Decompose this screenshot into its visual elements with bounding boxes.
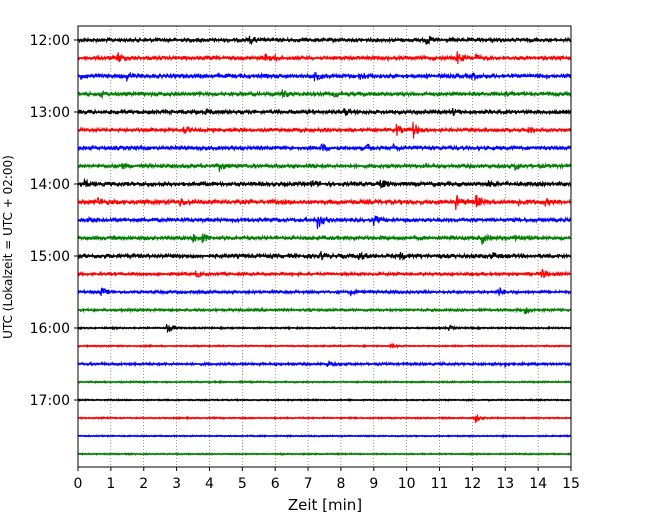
x-tick-label: 6 <box>271 476 280 492</box>
trace <box>77 433 572 439</box>
trace <box>77 89 572 100</box>
x-tick-label: 12 <box>463 476 481 492</box>
plot-frame <box>77 25 572 468</box>
trace <box>77 107 572 117</box>
y-tick-label: 15:00 <box>30 249 70 265</box>
trace <box>77 121 572 139</box>
trace <box>77 162 572 172</box>
trace <box>77 306 572 315</box>
trace <box>77 51 572 65</box>
y-axis: 12:00 13:00 14:00 15:00 16:00 17:00 <box>30 33 78 409</box>
y-axis-label: UTC (Lokalzeit = UTC + 02:00) <box>1 155 15 339</box>
trace-line <box>77 142 572 153</box>
trace <box>77 251 572 262</box>
x-axis-label: Zeit [min] <box>288 496 362 514</box>
x-tick-label: 5 <box>238 476 247 492</box>
trace <box>77 343 572 350</box>
trace <box>77 233 572 245</box>
trace <box>77 379 572 385</box>
x-tick-label: 10 <box>398 476 416 492</box>
x-tick-label: 13 <box>496 476 514 492</box>
y-tick-label: 17:00 <box>30 393 70 409</box>
trace <box>77 178 572 190</box>
trace <box>77 451 572 457</box>
x-axis: 0 1 2 3 4 5 6 7 8 9 10 11 12 13 14 15 <box>74 467 580 492</box>
y-tick-label: 16:00 <box>30 321 70 337</box>
x-tick-label: 4 <box>205 476 214 492</box>
trace <box>77 397 572 403</box>
y-tick-label: 14:00 <box>30 177 70 193</box>
trace <box>77 215 572 230</box>
x-tick-label: 7 <box>304 476 313 492</box>
trace <box>77 287 572 297</box>
trace-group <box>77 35 572 457</box>
x-tick-label: 11 <box>431 476 449 492</box>
trace <box>77 360 572 368</box>
trace <box>77 71 572 82</box>
trace <box>77 194 572 211</box>
trace <box>77 268 572 279</box>
trace <box>77 35 572 46</box>
x-tick-label: 14 <box>529 476 547 492</box>
trace <box>77 414 572 423</box>
x-tick-label: 8 <box>336 476 345 492</box>
x-tick-label: 1 <box>106 476 115 492</box>
x-tick-label: 3 <box>172 476 181 492</box>
x-tick-label: 0 <box>74 476 83 492</box>
x-tick-label: 2 <box>139 476 148 492</box>
trace <box>77 324 572 334</box>
x-tick-label: 9 <box>369 476 378 492</box>
y-tick-label: 12:00 <box>30 33 70 49</box>
trace <box>77 142 572 153</box>
y-tick-label: 13:00 <box>30 105 70 121</box>
x-tick-label: 15 <box>562 476 580 492</box>
